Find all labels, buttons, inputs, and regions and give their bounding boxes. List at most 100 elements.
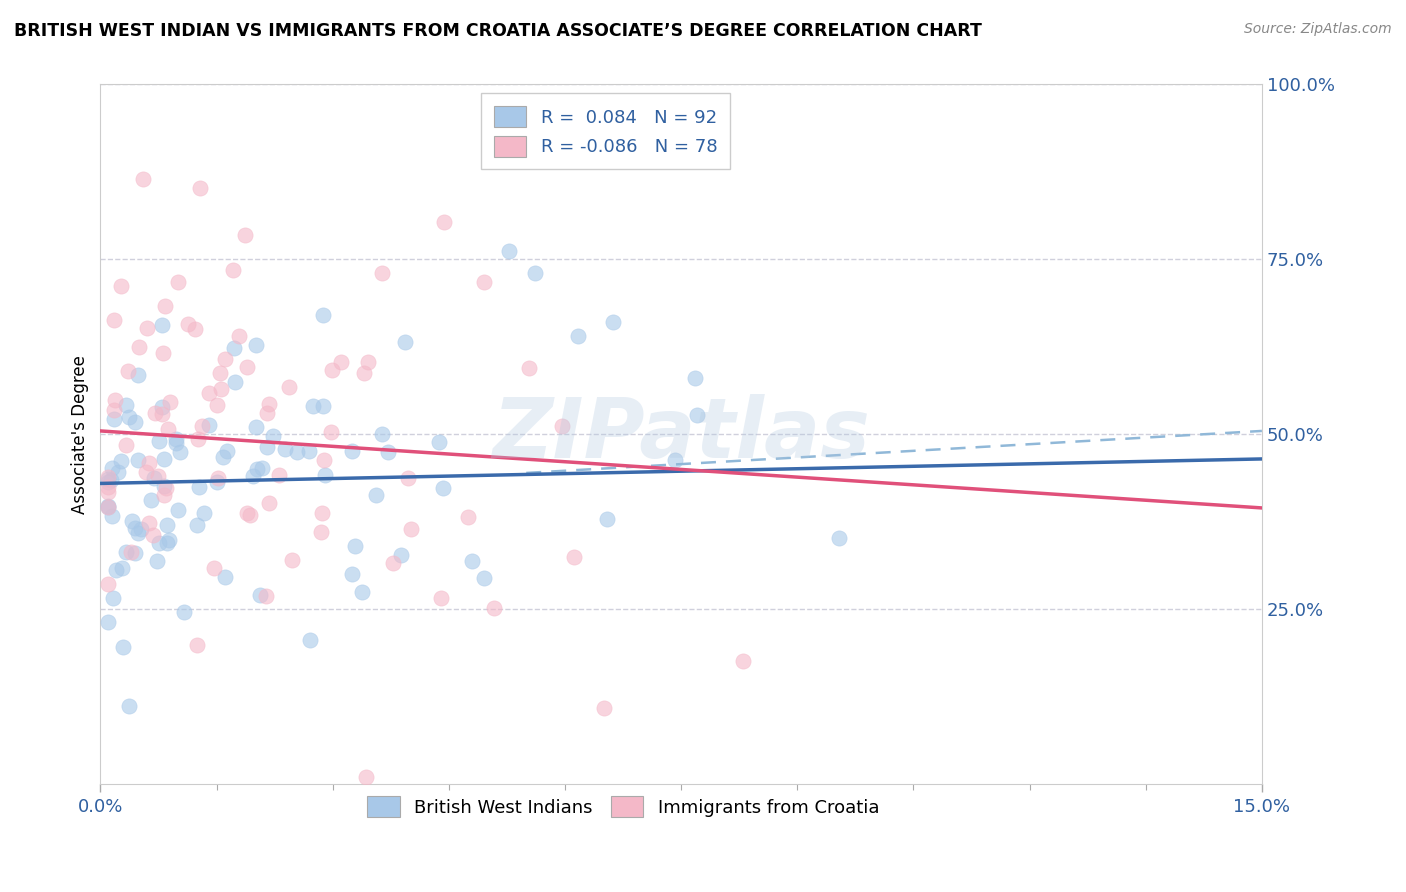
Point [267, 467, 290, 482]
Point [321, 363, 343, 377]
Point [198, 417, 221, 432]
Point [121, 514, 143, 528]
Point [254, 589, 277, 603]
Point [148, 535, 170, 549]
Point [343, 539, 366, 553]
Y-axis label: Associate's Degree: Associate's Degree [72, 355, 89, 514]
Point [256, 406, 278, 420]
Point [302, 400, 325, 414]
Point [256, 440, 278, 454]
Point [103, 312, 125, 326]
Point [103, 402, 125, 417]
Point [159, 394, 181, 409]
Text: BRITISH WEST INDIAN VS IMMIGRANTS FROM CROATIA ASSOCIATE’S DEGREE CORRELATION CH: BRITISH WEST INDIAN VS IMMIGRANTS FROM C… [14, 22, 981, 40]
Point [117, 364, 139, 378]
Point [342, 443, 364, 458]
Point [157, 533, 180, 547]
Point [274, 442, 297, 457]
Point [228, 329, 250, 343]
Point [389, 549, 412, 563]
Point [370, 267, 392, 281]
Point [249, 588, 271, 602]
Point [212, 450, 235, 464]
Point [205, 475, 228, 489]
Point [399, 522, 422, 536]
Point [685, 371, 707, 385]
Legend: British West Indians, Immigrants from Croatia: British West Indians, Immigrants from Cr… [360, 789, 886, 824]
Point [312, 308, 335, 322]
Point [145, 554, 167, 568]
Point [457, 510, 479, 524]
Point [103, 591, 125, 605]
Point [115, 438, 138, 452]
Point [214, 352, 236, 367]
Point [309, 524, 332, 539]
Point [156, 518, 179, 533]
Point [97, 472, 120, 486]
Point [551, 418, 574, 433]
Point [321, 425, 343, 439]
Point [157, 422, 180, 436]
Point [828, 531, 851, 545]
Point [150, 318, 173, 332]
Point [191, 418, 214, 433]
Point [115, 545, 138, 559]
Point [257, 397, 280, 411]
Point [517, 361, 540, 376]
Point [176, 317, 198, 331]
Point [124, 546, 146, 560]
Point [142, 528, 165, 542]
Point [127, 525, 149, 540]
Point [222, 341, 245, 355]
Point [138, 516, 160, 531]
Point [245, 420, 267, 434]
Point [298, 444, 321, 458]
Point [115, 398, 138, 412]
Point [242, 469, 264, 483]
Point [188, 480, 211, 494]
Point [118, 698, 141, 713]
Point [186, 518, 208, 533]
Point [340, 566, 363, 581]
Point [110, 278, 132, 293]
Point [165, 432, 187, 446]
Point [146, 469, 169, 483]
Point [235, 359, 257, 374]
Point [153, 451, 176, 466]
Point [686, 408, 709, 422]
Point [120, 544, 142, 558]
Point [461, 554, 484, 568]
Point [664, 453, 686, 467]
Point [187, 432, 209, 446]
Point [97, 500, 120, 514]
Point [314, 467, 336, 482]
Point [105, 563, 128, 577]
Point [143, 471, 166, 485]
Point [193, 506, 215, 520]
Point [564, 549, 586, 564]
Point [396, 471, 419, 485]
Point [155, 481, 177, 495]
Point [381, 556, 404, 570]
Point [427, 435, 450, 450]
Point [184, 322, 207, 336]
Point [246, 462, 269, 476]
Point [596, 511, 619, 525]
Point [127, 368, 149, 383]
Point [394, 334, 416, 349]
Point [498, 244, 520, 259]
Point [224, 375, 246, 389]
Point [148, 434, 170, 448]
Point [138, 456, 160, 470]
Point [124, 520, 146, 534]
Point [118, 409, 141, 424]
Point [217, 444, 239, 458]
Point [567, 328, 589, 343]
Point [472, 275, 495, 289]
Point [97, 484, 120, 499]
Point [143, 406, 166, 420]
Point [472, 571, 495, 585]
Point [353, 366, 375, 380]
Point [482, 600, 505, 615]
Point [101, 508, 124, 523]
